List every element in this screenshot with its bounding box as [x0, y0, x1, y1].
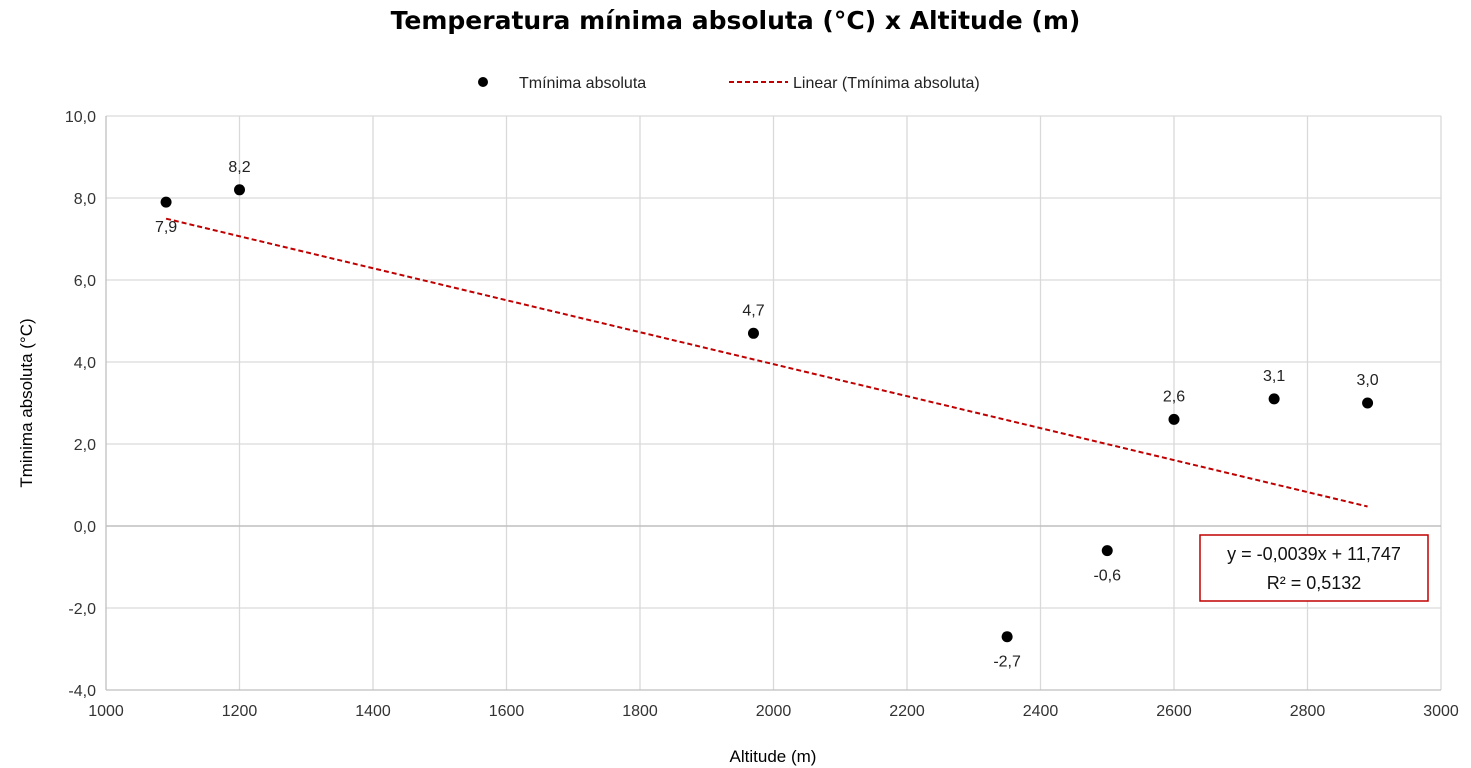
- data-point: [1362, 397, 1374, 409]
- x-axis-title: Altitude (m): [730, 747, 817, 766]
- x-tick-label: 1400: [355, 703, 391, 720]
- y-tick-label: 2,0: [74, 437, 96, 454]
- trendline-equation-box: y = -0,0039x + 11,747 R² = 0,5132: [1199, 534, 1429, 602]
- data-labels: 7,9 8,2 4,7 -2,7 -0,6 2,6 3,1 3,0: [155, 159, 1379, 671]
- data-point: [747, 327, 759, 339]
- x-tick-label: 1600: [489, 703, 525, 720]
- trendline-r-squared: R² = 0,5132: [1267, 573, 1362, 593]
- data-label: -2,7: [993, 654, 1021, 671]
- trendline-layer: [165, 217, 1368, 508]
- data-point: [1001, 631, 1013, 643]
- y-tick-label: 6,0: [74, 273, 96, 290]
- y-tick-label: -2,0: [68, 601, 96, 618]
- y-axis-title: Tminima absoluta (°C): [17, 318, 36, 487]
- data-label: -0,6: [1093, 568, 1121, 585]
- x-tick-label: 3000: [1423, 703, 1459, 720]
- data-point: [1268, 393, 1280, 405]
- data-point: [234, 184, 245, 196]
- data-point: [1101, 545, 1113, 557]
- y-tick-label: 4,0: [74, 355, 96, 372]
- legend-trendline-label: Linear (Tmínima absoluta): [793, 75, 980, 92]
- legend-series-label: Tmínima absoluta: [519, 75, 646, 92]
- x-tick-label: 2200: [889, 703, 925, 720]
- x-tick-label: 1200: [222, 703, 258, 720]
- trendline: [165, 217, 1368, 508]
- equation-box-border: [1199, 534, 1429, 602]
- data-label: 8,2: [228, 159, 250, 176]
- x-tick-label: 1000: [88, 703, 124, 720]
- y-tick-label: 10,0: [65, 109, 96, 126]
- x-tick-label: 2400: [1023, 703, 1059, 720]
- x-tick-label: 2000: [756, 703, 792, 720]
- chart-title: Temperatura mínima absoluta (°C) x Altit…: [390, 6, 1081, 35]
- grid-lines: [106, 115, 1442, 690]
- data-label: 3,0: [1356, 372, 1378, 389]
- data-points: [160, 184, 1374, 643]
- y-tick-label: 0,0: [74, 519, 96, 536]
- data-label: 7,9: [155, 219, 177, 236]
- y-tick-label: 8,0: [74, 191, 96, 208]
- data-label: 4,7: [742, 302, 764, 319]
- data-point: [160, 196, 172, 208]
- data-label: 2,6: [1163, 388, 1185, 405]
- tick-labels: 1000 1200 1400 1600 1800 2000 2200 2400 2600 2800…: [65, 109, 1459, 720]
- trendline-equation: y = -0,0039x + 11,747: [1227, 544, 1401, 564]
- x-tick-label: 1800: [622, 703, 658, 720]
- legend-marker-icon: [478, 77, 488, 87]
- x-tick-label: 2600: [1156, 703, 1192, 720]
- legend: Tmínima absoluta Linear (Tmínima absolut…: [478, 75, 980, 92]
- axes: [105, 116, 1441, 691]
- y-tick-label: -4,0: [68, 683, 96, 700]
- data-label: 3,1: [1263, 368, 1285, 385]
- x-tick-label: 2800: [1290, 703, 1326, 720]
- data-point: [1168, 413, 1180, 425]
